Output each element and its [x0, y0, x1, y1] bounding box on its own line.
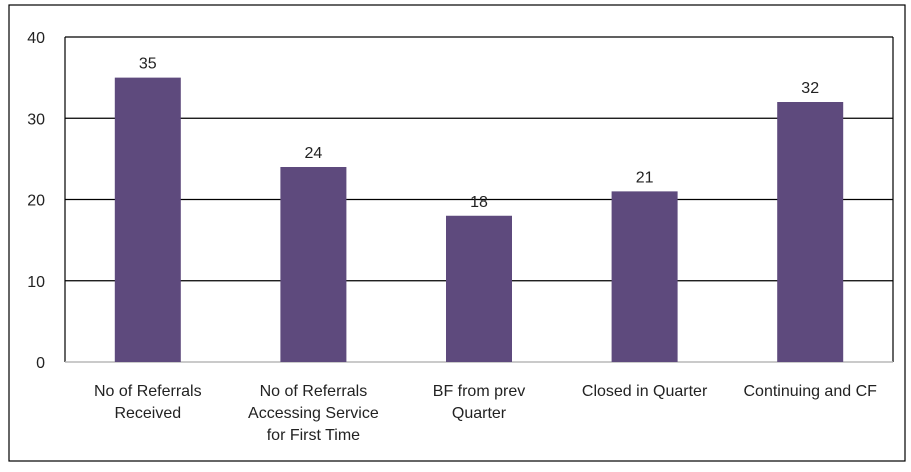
bar [777, 102, 844, 362]
data-label: 18 [470, 194, 488, 211]
bar [446, 215, 512, 362]
data-labels: 35 24 18 21 32 [139, 56, 819, 211]
data-label: 32 [801, 80, 819, 97]
y-tick-label: 0 [36, 355, 45, 372]
data-label: 21 [636, 169, 654, 186]
x-axis-ticks: No of Referrals Received No of Referrals Ac… [94, 383, 877, 444]
x-tick-label: No of Referrals Received [94, 383, 202, 422]
x-tick-label: Continuing and CF [743, 383, 877, 400]
y-tick-label: 30 [27, 111, 45, 128]
y-tick-label: 10 [27, 274, 45, 291]
y-axis-ticks: 0 10 20 30 40 [27, 30, 45, 372]
x-tick-label: No of Referrals Accessing Service for Firs… [248, 383, 379, 444]
data-label: 24 [305, 145, 323, 162]
bar [280, 167, 347, 362]
y-tick-label: 40 [27, 30, 45, 47]
x-tick-label: BF from prev Quarter [433, 383, 525, 422]
y-tick-label: 20 [27, 193, 45, 210]
bars [114, 77, 844, 362]
x-tick-label: Closed in Quarter [582, 383, 708, 400]
bar [611, 191, 678, 362]
data-label: 35 [139, 56, 157, 73]
bar [114, 77, 181, 362]
